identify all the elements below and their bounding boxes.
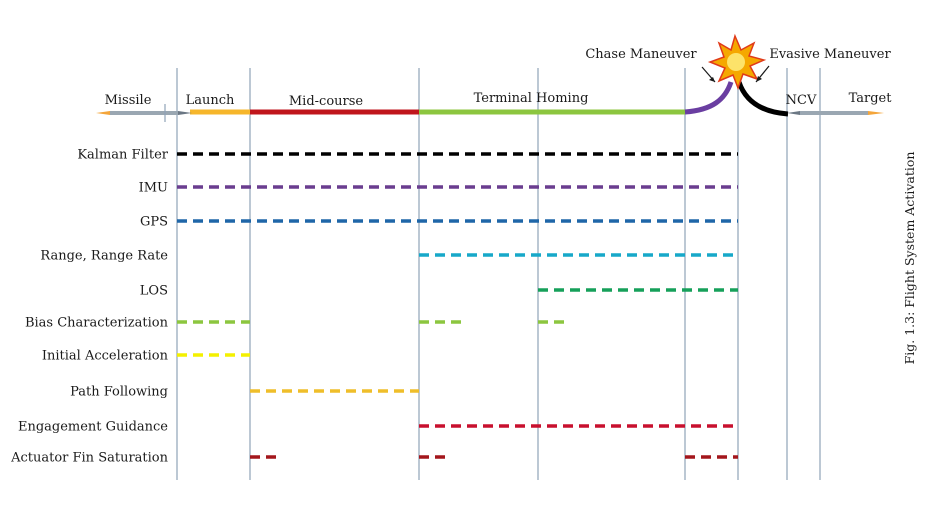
los-label: LOS [140,284,168,299]
ncv-label: NCV [786,93,817,108]
missile-label: Missile [105,93,152,108]
terminal-homing-label: Terminal Homing [474,91,589,106]
range-range-rate-label: Range, Range Rate [40,249,168,264]
path-following-label: Path Following [70,385,168,400]
evasive-maneuver-label: Evasive Maneuver [769,47,891,62]
bias-characterization-label: Bias Characterization [25,316,169,331]
trajectory [190,81,789,117]
kalman-filter-label: Kalman Filter [77,148,168,163]
target-icon [787,111,884,115]
evasive-maneuver-curve [736,81,789,117]
initial-acceleration-label: Initial Acceleration [42,349,169,364]
launch-label: Launch [186,93,235,108]
gps-label: GPS [140,215,168,230]
explosion-icon [707,33,767,91]
chase-maneuver-label: Chase Maneuver [585,47,697,62]
phase-labels: Missile Launch Mid-course Terminal Homin… [105,47,893,109]
maneuver-arrows [701,65,770,83]
phase-boundaries [176,68,821,480]
system-row-bars [177,152,738,459]
imu-label: IMU [139,181,168,196]
missile-icon [96,104,192,122]
midcourse-label: Mid-course [289,94,364,109]
system-row-labels: Kalman Filter IMU GPS Range, Range Rate LOS B… [10,148,169,466]
engagement-guidance-label: Engagement Guidance [18,420,168,435]
chase-maneuver-curve [684,81,734,115]
actuator-fin-saturation-label: Actuator Fin Saturation [10,451,169,466]
figure-caption: Fig. 1.3: Flight System Activation [902,152,917,365]
target-label: Target [849,91,893,106]
